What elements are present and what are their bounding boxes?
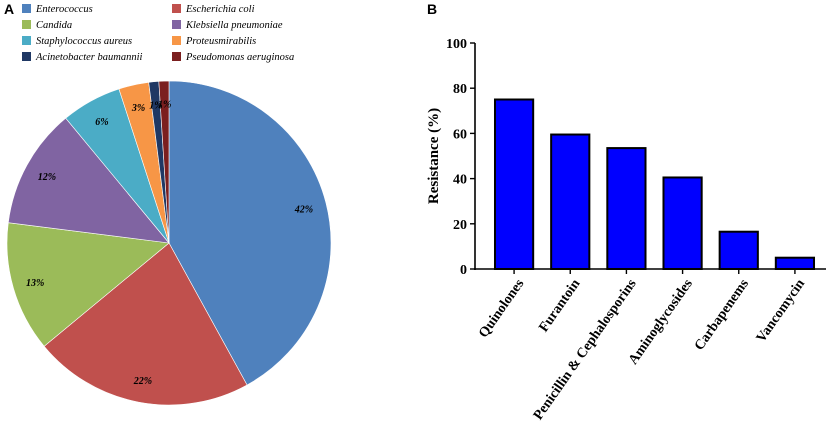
x-tick-label: Furantoin (536, 277, 583, 335)
legend-swatch (172, 36, 181, 45)
pie-slice (168, 80, 332, 386)
legend-label: Candida (36, 20, 72, 31)
legend-swatch (172, 4, 181, 13)
y-tick-label: 20 (453, 218, 467, 233)
pie-slice (43, 242, 248, 406)
x-tick-label: Vancomycin (754, 277, 808, 346)
pie-slice-label: 22% (133, 376, 152, 387)
y-tick-label: 100 (446, 37, 467, 52)
pie-slice (158, 80, 170, 244)
y-tick-label: 40 (453, 173, 467, 188)
pie-slice-label: 1% (158, 100, 171, 111)
bar (718, 230, 759, 271)
legend-label: Escherichia coli (185, 4, 255, 15)
legend-label: Staphylococcus aureus (36, 36, 132, 47)
pie-legend: Enterococcus Escherichia coli Candida Klebs… (22, 4, 294, 63)
pie-slice-label: 3% (131, 103, 145, 114)
legend-swatch (172, 20, 181, 29)
pie-slice (7, 117, 170, 244)
y-tick-label: 80 (453, 82, 467, 97)
bar (606, 147, 647, 270)
pie-slice-label: 1% (149, 100, 162, 111)
legend-swatch (22, 20, 31, 29)
legend-swatch (22, 52, 31, 61)
x-tick-label: Aminoglycosides (626, 276, 696, 367)
bar (550, 133, 591, 270)
pie-chart: 42% 22% 13% 12% 6% 3% 1%1% (6, 80, 332, 406)
legend-label: Proteusmirabilis (185, 36, 256, 47)
y-axis-label: Resistance (%) (426, 108, 442, 204)
x-tick-label: Quinolones (476, 276, 527, 341)
pie-slice (6, 222, 170, 347)
x-tick-label: Penicillin & Cephalosporins (531, 276, 640, 423)
legend-label: Pseudomonas aeruginosa (185, 52, 294, 63)
pie-slice-label: 6% (95, 117, 108, 128)
y-tick-label: 0 (460, 263, 467, 278)
bar (662, 176, 703, 270)
bar (774, 256, 816, 271)
legend-label: Enterococcus (35, 4, 93, 15)
legend-swatch (172, 52, 181, 61)
legend-swatch (22, 36, 31, 45)
panel-label-b: B (427, 1, 437, 17)
x-tick-label: Carbapenems (692, 276, 752, 353)
y-tick-label: 60 (453, 127, 467, 142)
legend-swatch (22, 4, 31, 13)
pie-slice-label: 12% (38, 172, 56, 183)
bar-chart: 0 20 40 60 80 100 Resistance (%) Quinolones Fura… (426, 37, 826, 423)
pie-slice-label: 42% (294, 204, 313, 215)
legend-label: Klebsiella pneumoniae (185, 20, 283, 31)
legend-label: Acinetobacter baumannii (35, 52, 143, 63)
panel-label-a: A (4, 1, 14, 17)
pie-slice-label: 13% (26, 278, 44, 289)
bar (493, 98, 535, 270)
